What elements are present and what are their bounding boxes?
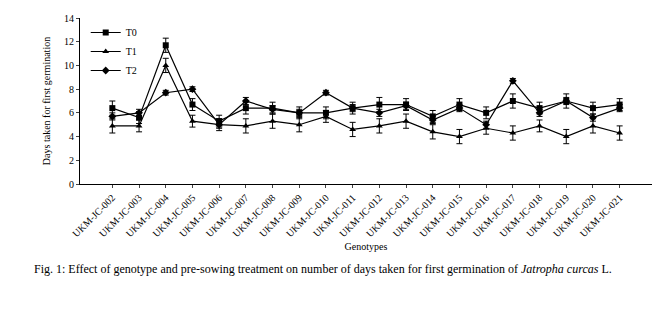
svg-text:UKM-JC-003: UKM-JC-003 [97,192,144,239]
svg-text:UKM-JC-012: UKM-JC-012 [337,192,384,239]
svg-text:UKM-JC-020: UKM-JC-020 [551,192,598,239]
svg-text:T0: T0 [126,27,137,38]
svg-text:UKM-JC-009: UKM-JC-009 [257,192,304,239]
svg-text:UKM-JC-004: UKM-JC-004 [124,192,171,239]
svg-text:T1: T1 [126,46,137,57]
svg-text:UKM-JC-016: UKM-JC-016 [444,192,491,239]
svg-text:10: 10 [64,60,74,71]
svg-text:2: 2 [69,155,74,166]
svg-text:UKM-JC-017: UKM-JC-017 [471,192,518,239]
svg-text:14: 14 [64,13,74,24]
svg-text:UKM-JC-021: UKM-JC-021 [578,192,625,239]
svg-text:UKM-JC-018: UKM-JC-018 [497,192,544,239]
svg-text:6: 6 [69,107,74,118]
svg-text:T2: T2 [126,65,137,76]
svg-text:UKM-JC-011: UKM-JC-011 [311,192,358,239]
svg-text:4: 4 [69,131,74,142]
svg-text:UKM-JC-014: UKM-JC-014 [391,192,438,239]
svg-text:UKM-JC-010: UKM-JC-010 [284,192,331,239]
svg-text:UKM-JC-015: UKM-JC-015 [417,192,464,239]
svg-text:UKM-JC-006: UKM-JC-006 [177,192,224,239]
svg-text:UKM-JC-002: UKM-JC-002 [70,192,117,239]
svg-text:0: 0 [69,179,74,190]
svg-text:UKM-JC-007: UKM-JC-007 [204,192,251,239]
svg-text:UKM-JC-008: UKM-JC-008 [230,192,277,239]
svg-text:UKM-JC-019: UKM-JC-019 [524,192,571,239]
html-text:Fig. 1: Effect of genotype and: Fig. 1: Effect of genotype and pre-sowin… [34,262,612,276]
svg-text:8: 8 [69,84,74,95]
svg-text:12: 12 [64,36,74,47]
svg-text:UKM-JC-005: UKM-JC-005 [150,192,197,239]
svg-text:Days taken for first germinati: Days taken for first germination [41,37,52,165]
svg-text:Genotypes: Genotypes [345,241,388,252]
svg-text:UKM-JC-013: UKM-JC-013 [364,192,411,239]
